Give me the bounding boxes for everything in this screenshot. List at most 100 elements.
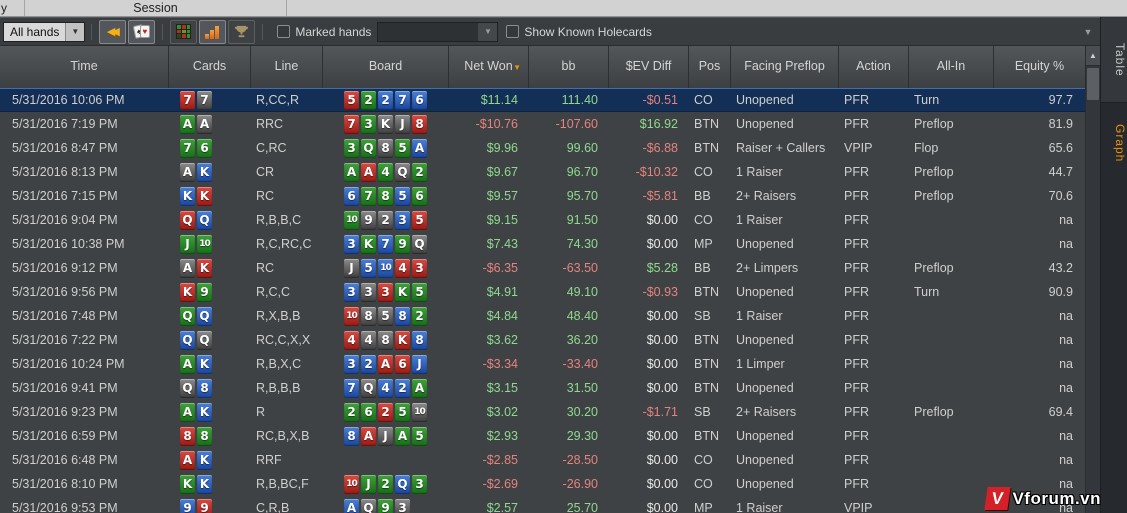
cell-net_won: $9.15 bbox=[486, 213, 518, 227]
column-header-action[interactable]: Action bbox=[838, 46, 908, 88]
cell-ev_diff: $0.00 bbox=[646, 333, 678, 347]
card-8d: 8 bbox=[197, 378, 212, 398]
hand-matrix-button[interactable] bbox=[170, 19, 198, 44]
card-Ad: A bbox=[344, 498, 359, 513]
card-Ac: A bbox=[344, 162, 359, 182]
cell-action: PFR bbox=[844, 357, 869, 371]
tourney-results-button[interactable] bbox=[228, 19, 256, 44]
cell-line: RC,C,X,X bbox=[256, 333, 311, 347]
cell-ev_diff: -$1.71 bbox=[642, 405, 678, 419]
side-tab-table[interactable]: Table bbox=[1101, 17, 1127, 103]
hand-row[interactable]: 5/31/2016 8:13 PM A K CR A A 4 Q 2 $9.67 96.70 -$10… bbox=[0, 160, 1085, 184]
hand-row[interactable]: 5/31/2016 8:47 PM 7 6 C,RC 3 Q 8 5 A $9.96 99.60 -$… bbox=[0, 136, 1085, 160]
hand-row[interactable]: 5/31/2016 9:41 PM Q 8 R,B,B,B 7 Q 4 2 A $3.15 31.5… bbox=[0, 376, 1085, 400]
hand-row[interactable]: 5/31/2016 6:48 PM A K RRF -$2.85 -28.50 $0.00 C… bbox=[0, 448, 1085, 472]
show-cards-button[interactable]: ♠ ♥ bbox=[128, 19, 156, 44]
card-5c: 5 bbox=[412, 282, 427, 302]
cell-ev_diff: -$0.51 bbox=[642, 93, 678, 107]
chevron-down-icon[interactable]: ▼ bbox=[478, 22, 498, 41]
hand-row[interactable]: 5/31/2016 10:06 PM 7 7 R,CC,R 5 2 2 7 6 $11.14 111… bbox=[0, 88, 1085, 112]
cell-action: PFR bbox=[844, 261, 869, 275]
cell-equity: na bbox=[1059, 213, 1073, 227]
cell-board: 10 9 2 3 5 bbox=[322, 208, 448, 232]
card-Kh: K bbox=[197, 186, 212, 206]
column-header-time[interactable]: Time bbox=[70, 59, 98, 74]
marked-hands-select[interactable]: ▼ bbox=[377, 21, 499, 42]
hands-filter-select[interactable]: All hands ▼ bbox=[3, 21, 86, 42]
hand-row[interactable]: 5/31/2016 10:24 PM A K R,B,X,C 3 2 A 6 J -$3.34 -3… bbox=[0, 352, 1085, 376]
hand-row[interactable]: 5/31/2016 9:12 PM A K RC J 5 10 4 3 -$6.35 -63.50 $… bbox=[0, 256, 1085, 280]
column-header-net_won[interactable]: Net Won ▼ bbox=[448, 46, 528, 88]
cell-action: PFR bbox=[844, 285, 869, 299]
card-Ah: A bbox=[180, 450, 195, 470]
cell-facing: 2+ Raisers bbox=[736, 189, 797, 203]
side-tab-graph[interactable]: Graph bbox=[1113, 123, 1127, 163]
cell-time: 5/31/2016 7:22 PM bbox=[12, 333, 118, 347]
marked-hands-checkbox[interactable] bbox=[277, 25, 291, 38]
cell-equity: na bbox=[1059, 357, 1073, 371]
scrollbar-thumb[interactable] bbox=[1087, 68, 1099, 100]
cell-equity: na bbox=[1059, 429, 1073, 443]
cell-ev_diff: $0.00 bbox=[646, 213, 678, 227]
cell-action: PFR bbox=[844, 213, 869, 227]
hand-row[interactable]: 5/31/2016 7:48 PM Q Q R,X,B,B 10 8 5 8 2 $4.84 48.… bbox=[0, 304, 1085, 328]
cell-action: PFR bbox=[844, 453, 869, 467]
cell-all_in bbox=[908, 424, 993, 448]
watermark-logo: V bbox=[984, 487, 1012, 510]
column-header-all_in[interactable]: All-In bbox=[908, 46, 993, 88]
cell-facing: 1 Limper bbox=[736, 357, 785, 371]
column-header-facing[interactable]: Facing Preflop bbox=[730, 46, 838, 88]
cell-line: C,RC bbox=[256, 141, 287, 155]
card-10c: 10 bbox=[197, 234, 212, 254]
cell-bb: -33.40 bbox=[562, 357, 598, 371]
card-Qs: Q bbox=[412, 234, 427, 254]
cell-time: 5/31/2016 9:12 PM bbox=[12, 261, 118, 275]
card-3s: 3 bbox=[395, 498, 410, 513]
replay-hand-button[interactable]: ◀◀ bbox=[99, 19, 127, 44]
column-header-pos[interactable]: Pos bbox=[688, 46, 730, 88]
column-header-board[interactable]: Board bbox=[322, 46, 448, 88]
cell-pos: CO bbox=[694, 477, 713, 491]
cell-bb: -107.60 bbox=[555, 117, 598, 131]
tab-session[interactable]: Session bbox=[25, 0, 287, 16]
column-header-line[interactable]: Line bbox=[250, 46, 322, 88]
hand-row[interactable]: 5/31/2016 7:19 PM A A RRC 7 3 K J 8 -$10.76 -107.6… bbox=[0, 112, 1085, 136]
hand-row[interactable]: 5/31/2016 8:10 PM K K R,B,BC,F 10 J 2 Q 3 -$2.69 -… bbox=[0, 472, 1085, 496]
toolbar-overflow-icon[interactable]: ▼ bbox=[1083, 26, 1093, 37]
card-3c: 3 bbox=[361, 114, 376, 134]
chevron-down-icon[interactable]: ▼ bbox=[65, 22, 85, 41]
column-header-bb[interactable]: bb bbox=[528, 46, 608, 88]
graph-button[interactable] bbox=[199, 19, 227, 44]
card-10h: 10 bbox=[344, 474, 359, 494]
tab-partial[interactable]: y bbox=[0, 0, 25, 16]
cell-equity: 81.9 bbox=[1048, 117, 1073, 131]
hand-row[interactable]: 5/31/2016 7:22 PM Q Q RC,C,X,X 4 4 8 K 8 $3.62 36.… bbox=[0, 328, 1085, 352]
card-3s: 3 bbox=[361, 282, 376, 302]
cell-all_in bbox=[908, 328, 993, 352]
scroll-up-icon[interactable]: ▲ bbox=[1086, 46, 1100, 66]
cell-facing: 1 Raiser bbox=[736, 165, 783, 179]
hand-row[interactable]: 5/31/2016 10:38 PM J 10 R,C,RC,C 3 K 7 9 Q $7.43 7… bbox=[0, 232, 1085, 256]
hand-row[interactable]: 5/31/2016 7:15 PM K K RC 6 7 8 5 6 $9.57 95.70 -$5.… bbox=[0, 184, 1085, 208]
card-8c: 8 bbox=[378, 186, 393, 206]
vertical-scrollbar[interactable]: ▲ bbox=[1085, 46, 1100, 513]
hand-row[interactable]: 5/31/2016 9:04 PM Q Q R,B,B,C 10 9 2 3 5 $9.15 91.… bbox=[0, 208, 1085, 232]
hand-row[interactable]: 5/31/2016 9:56 PM K 9 R,C,C 3 3 3 K 5 $4.91 49.10-… bbox=[0, 280, 1085, 304]
card-9s: 9 bbox=[361, 210, 376, 230]
hand-row[interactable]: 5/31/2016 6:59 PM 8 8 RC,B,X,B 8 A J A 5 $2.93 29.… bbox=[0, 424, 1085, 448]
hand-row[interactable]: 5/31/2016 9:23 PM A K R 2 6 2 5 10 $3.02 30.20 -$1.… bbox=[0, 400, 1085, 424]
cell-ev_diff: $0.00 bbox=[646, 429, 678, 443]
show-known-holecards-checkbox[interactable] bbox=[506, 25, 520, 38]
column-header-ev_diff[interactable]: $EV Diff bbox=[608, 46, 688, 88]
column-header-equity[interactable]: Equity % bbox=[993, 46, 1085, 88]
hand-row[interactable]: 5/31/2016 9:53 PM 9 9 C,R,B A Q 9 3 $2.57 25.70 $0… bbox=[0, 496, 1085, 513]
column-header-cards[interactable]: Cards bbox=[168, 46, 250, 88]
cell-equity: 70.6 bbox=[1048, 189, 1073, 203]
cell-action: PFR bbox=[844, 477, 869, 491]
